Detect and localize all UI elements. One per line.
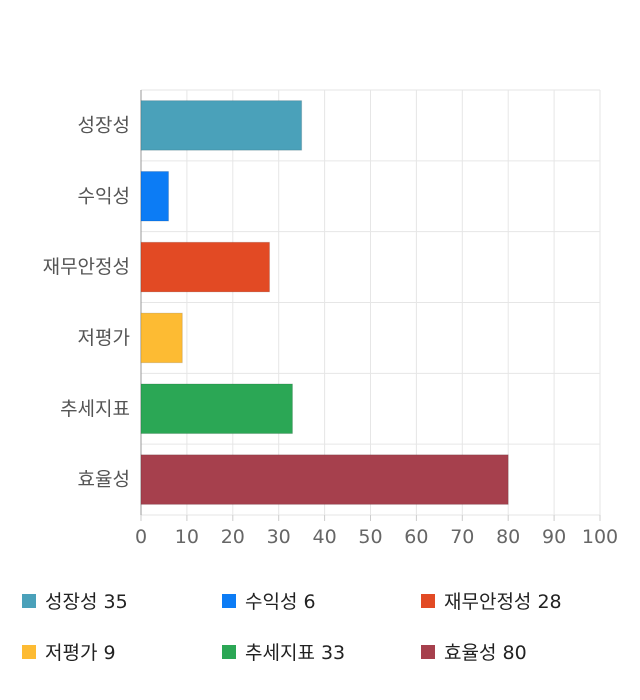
legend-item: 수익성 6 [222,587,316,614]
x-tick-label: 60 [404,526,428,548]
legend-swatch [222,593,236,608]
legend-label: 수익성 6 [245,591,316,613]
bar [140,454,509,505]
x-tick-label: 10 [175,526,199,548]
x-tick-label: 40 [313,526,337,548]
x-tick-label: 80 [496,526,520,548]
legend: 성장성 35 수익성 6 재무안정성 28 저평가 9 추세지표 33 효율성 … [0,575,640,695]
legend-swatch [421,644,435,659]
x-tick-label: 20 [221,526,245,548]
legend-swatch [421,593,435,608]
legend-label: 저평가 9 [45,642,116,664]
legend-label: 효율성 80 [444,642,527,664]
legend-item: 효율성 80 [421,638,527,665]
legend-label: 추세지표 33 [245,642,346,664]
x-tick-label: 0 [135,526,147,548]
y-tick-label: 성장성 [78,114,130,136]
legend-label: 성장성 35 [45,591,128,613]
legend-item: 추세지표 33 [222,638,345,665]
bar [140,100,303,151]
x-tick-label: 30 [267,526,291,548]
legend-swatch [22,644,36,659]
bar [140,241,271,293]
x-tick-label: 90 [542,526,566,548]
y-tick-label: 저평가 [78,327,130,349]
y-tick-label: 재무안정성 [43,256,130,278]
legend-item: 저평가 9 [22,638,116,665]
x-tick-label: 100 [582,526,618,548]
y-tick-label: 효율성 [78,469,130,491]
legend-swatch [22,593,36,608]
bar [140,170,170,222]
x-tick-label: 50 [358,526,382,548]
bar [140,312,183,364]
legend-swatch [222,644,236,659]
bar [140,383,293,435]
y-tick-label: 수익성 [78,185,130,207]
legend-item: 재무안정성 28 [421,587,562,614]
legend-label: 재무안정성 28 [444,591,562,613]
legend-item: 성장성 35 [22,587,128,614]
x-tick-label: 70 [450,526,474,548]
y-tick-label: 추세지표 [60,398,130,420]
